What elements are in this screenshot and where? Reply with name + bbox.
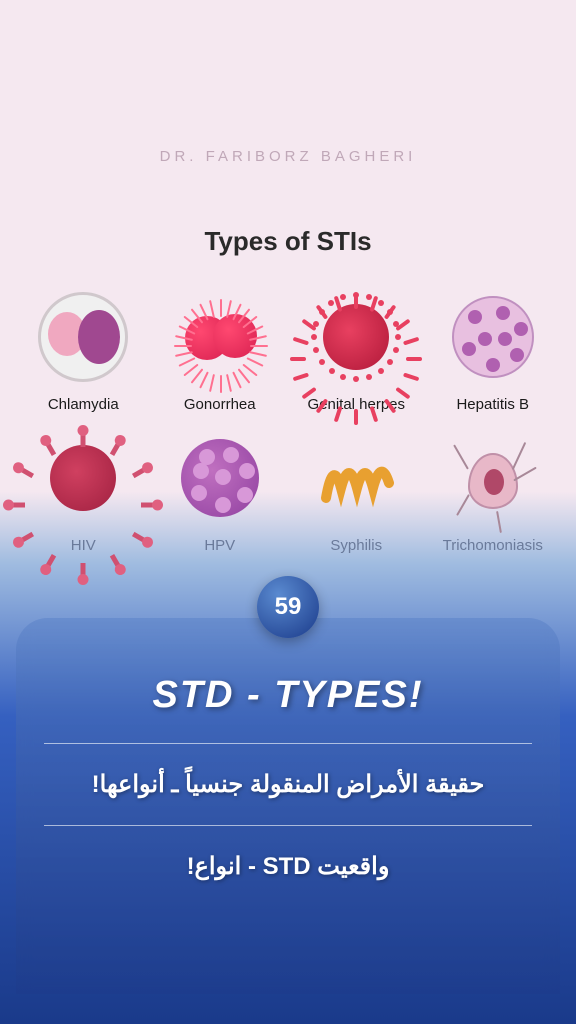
cell-hepb: Hepatitis B — [430, 282, 557, 413]
cell-label: Hepatitis B — [456, 396, 529, 413]
cell-label: Gonorrhea — [184, 396, 256, 413]
hiv-icon — [28, 423, 138, 533]
title-card: STD - TYPES! حقيقة الأمراض المنقولة جنسي… — [16, 618, 560, 994]
syphilis-icon — [301, 423, 411, 533]
subtitle-farsi: واقعیت STD - انواع! — [187, 826, 390, 907]
gonorrhea-icon — [165, 282, 275, 392]
chlamydia-icon — [28, 282, 138, 392]
hpv-icon — [165, 423, 275, 533]
cell-label: Trichomoniasis — [443, 537, 543, 554]
cell-hiv: HIV — [20, 423, 147, 554]
cell-syphilis: Syphilis — [293, 423, 420, 554]
hepatitis-b-icon — [438, 282, 548, 392]
cell-herpes: Genital herpes — [293, 282, 420, 413]
cell-chlamydia: Chlamydia — [20, 282, 147, 413]
cell-label: Syphilis — [330, 537, 382, 554]
main-title: STD - TYPES! — [152, 674, 423, 717]
cell-gonorrhea: Gonorrhea — [157, 282, 284, 413]
cell-trich: Trichomoniasis — [430, 423, 557, 554]
herpes-icon — [301, 282, 411, 392]
cell-hpv: HPV — [157, 423, 284, 554]
cell-label: Chlamydia — [48, 396, 119, 413]
chart-title: Types of STIs — [0, 226, 576, 257]
subtitle-arabic: حقيقة الأمراض المنقولة جنسياً ـ أنواعها! — [92, 744, 485, 825]
trichomoniasis-icon — [438, 423, 548, 533]
cell-label: HIV — [71, 537, 96, 554]
author-text: DR. FARIBORZ BAGHERI — [0, 148, 576, 165]
episode-badge: 59 — [257, 576, 319, 638]
cell-label: HPV — [204, 537, 235, 554]
sti-grid: Chlamydia Gonorrhea Genital herpes Hepat… — [20, 282, 556, 554]
